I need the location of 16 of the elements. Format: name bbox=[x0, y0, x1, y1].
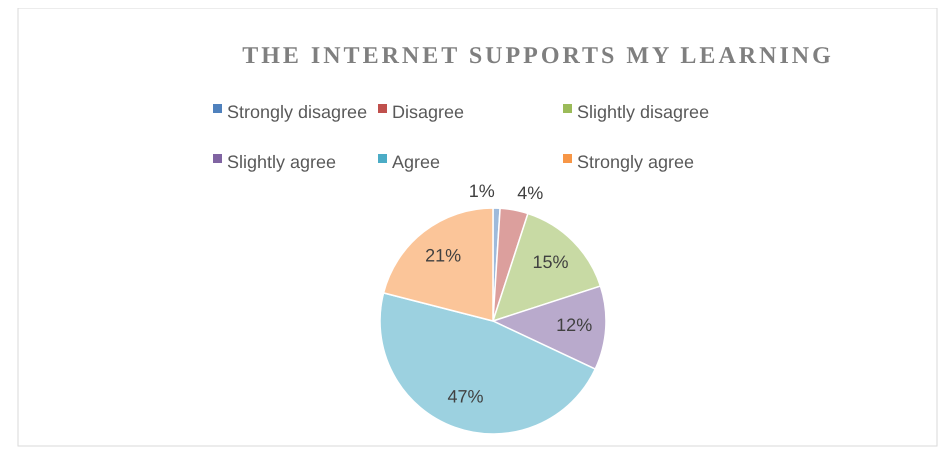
legend-label: Strongly agree bbox=[577, 152, 694, 172]
legend-label: Agree bbox=[392, 152, 440, 172]
pie-slice bbox=[492, 285, 607, 370]
legend-label: Strongly disagree bbox=[227, 102, 368, 122]
data-label: 15% bbox=[532, 252, 569, 272]
pie-slice bbox=[379, 292, 596, 435]
chart-title: THE INTERNET SUPPORTS MY LEARNING bbox=[242, 43, 834, 69]
pie-slice bbox=[382, 207, 494, 322]
legend-label: Slightly agree bbox=[227, 152, 336, 172]
legend-label: Disagree bbox=[392, 102, 464, 122]
data-label: 1% bbox=[468, 181, 495, 202]
legend-label: Slightly disagree bbox=[577, 102, 710, 122]
data-label: 21% bbox=[425, 245, 462, 266]
data-label: 12% bbox=[556, 314, 592, 335]
data-label: 47% bbox=[447, 386, 484, 406]
data-label: 4% bbox=[517, 183, 544, 204]
